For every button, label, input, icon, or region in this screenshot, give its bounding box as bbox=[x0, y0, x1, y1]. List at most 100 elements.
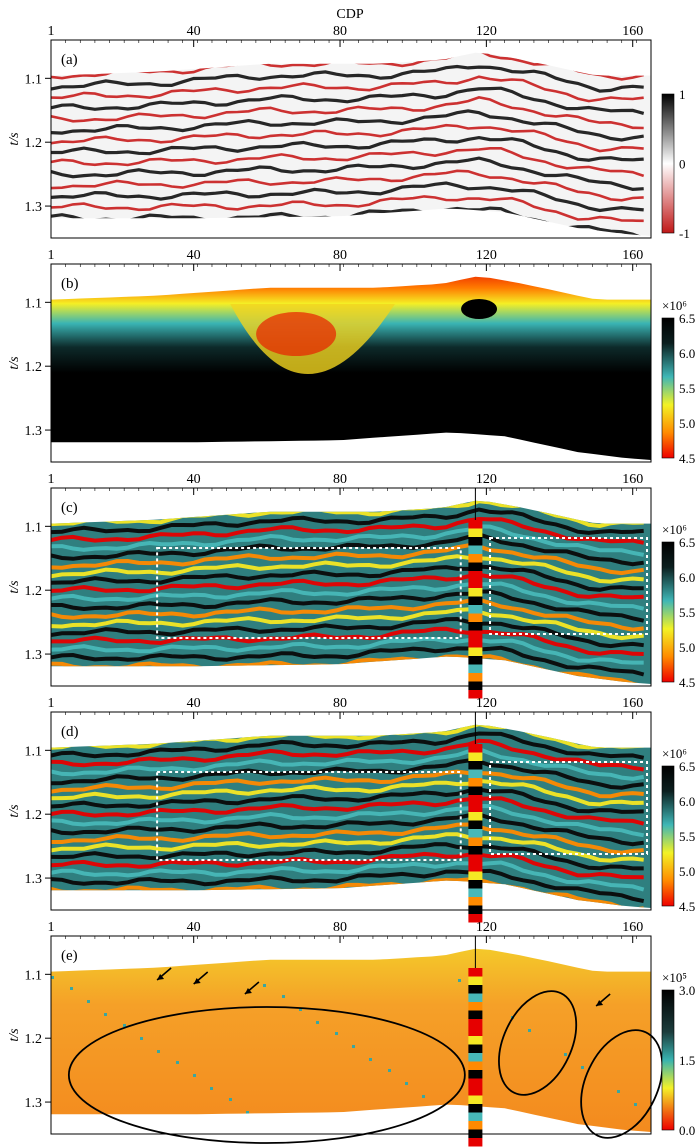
ellipse-region bbox=[580, 1029, 664, 1139]
panel-frame bbox=[50, 487, 652, 687]
x-tick-label: 40 bbox=[187, 248, 201, 263]
seismic-event bbox=[51, 156, 644, 192]
seismic-event bbox=[51, 109, 644, 142]
panel-c: 1 40 80 120 160 1.1 1.2 1.3 t/s (c) 6.5 6.0 5.5 5.0 4.… bbox=[7, 472, 695, 699]
impedance-layer bbox=[51, 796, 645, 826]
colorbar-scale: ×10⁶ bbox=[662, 298, 687, 313]
impedance-layer bbox=[51, 769, 644, 799]
impedance-layer bbox=[51, 747, 645, 781]
well-log-segment bbox=[468, 1044, 483, 1053]
y-axis-label: t/s bbox=[7, 804, 22, 818]
colorbar-tick-label: 4.5 bbox=[679, 451, 695, 466]
well-log-segment bbox=[468, 812, 483, 821]
x-tick-label: 1 bbox=[48, 920, 55, 935]
seismic-event bbox=[51, 147, 645, 178]
colorbar bbox=[661, 765, 675, 907]
arrow-head bbox=[193, 978, 201, 984]
well-log-segment bbox=[468, 562, 483, 571]
well-log-segment bbox=[468, 1070, 483, 1079]
well-log-segment bbox=[468, 613, 483, 622]
y-tick-label: 1.3 bbox=[25, 424, 43, 439]
well-log-segment bbox=[468, 630, 483, 639]
panel-a: 1 40 80 120 160 1.1 1.2 1.3 t/s (a) 1 0 -1 bbox=[7, 24, 690, 241]
y-tick-label: 1.2 bbox=[25, 360, 43, 375]
well-log-segment bbox=[468, 744, 483, 753]
well-log-segment bbox=[468, 778, 483, 787]
x-tick-label: 120 bbox=[476, 248, 497, 263]
well-log-segment bbox=[468, 1061, 483, 1070]
well-log-segment bbox=[468, 537, 483, 546]
x-tick-label: 120 bbox=[476, 696, 497, 711]
seismic-event bbox=[51, 169, 644, 202]
x-tick-label: 80 bbox=[333, 24, 347, 39]
x-tick-label: 40 bbox=[187, 472, 201, 487]
colorbar bbox=[661, 93, 675, 234]
impedance-layer bbox=[51, 572, 644, 600]
well-log-segment bbox=[468, 993, 483, 1002]
well-log-segment bbox=[468, 795, 483, 804]
well-log-segment bbox=[468, 579, 483, 588]
seismic-event bbox=[51, 123, 644, 153]
impedance-layer bbox=[51, 724, 644, 750]
x-tick-label: 160 bbox=[622, 696, 643, 711]
y-axis-label: t/s bbox=[7, 1028, 22, 1042]
well-log-segment bbox=[468, 1019, 483, 1028]
x-tick-label: 80 bbox=[333, 696, 347, 711]
impedance-layer bbox=[51, 731, 645, 760]
well-log-segment bbox=[468, 528, 483, 537]
panel-b: 1 40 80 120 160 1.1 1.2 1.3 t/s (b) 6.5 6.0 5.5 5.0 4.… bbox=[7, 248, 695, 466]
well-log-segment bbox=[468, 647, 483, 656]
seismic-event bbox=[51, 86, 645, 115]
y-tick-label: 1.1 bbox=[25, 520, 43, 535]
seismic-event bbox=[51, 96, 644, 130]
well-log-segment bbox=[468, 837, 483, 846]
x-tick-label: 160 bbox=[622, 920, 643, 935]
well-log-segment bbox=[468, 985, 483, 994]
impedance-layer bbox=[51, 597, 644, 632]
impedance-layer bbox=[51, 812, 644, 847]
y-tick-label: 1.2 bbox=[25, 808, 43, 823]
x-tick-label: 120 bbox=[476, 920, 497, 935]
impedance-layer bbox=[51, 803, 645, 838]
well-log-segment bbox=[468, 1027, 483, 1036]
x-tick-label: 1 bbox=[48, 472, 55, 487]
well-log-segment bbox=[468, 1010, 483, 1019]
impedance-layer bbox=[51, 607, 644, 641]
y-tick-label: 1.2 bbox=[25, 584, 43, 599]
section-image bbox=[51, 724, 651, 908]
colorbar-scale: ×10⁵ bbox=[662, 970, 687, 985]
colorbar-tick-label: 3.0 bbox=[679, 983, 695, 998]
well-log-segment bbox=[468, 1121, 483, 1130]
colorbar-tick-label: 5.0 bbox=[679, 416, 695, 431]
x-tick-label: 80 bbox=[333, 920, 347, 935]
colorbar-tick-label: 5.0 bbox=[679, 640, 695, 655]
arrow-head bbox=[596, 1000, 604, 1006]
colorbar-tick-label: 1 bbox=[679, 87, 686, 102]
x-tick-label: 120 bbox=[476, 472, 497, 487]
impedance-layer bbox=[51, 636, 644, 665]
section-image bbox=[51, 948, 651, 1132]
y-tick-label: 1.3 bbox=[25, 200, 43, 215]
panel-label: (e) bbox=[61, 948, 78, 964]
seismic-event bbox=[51, 75, 644, 103]
colorbar-tick-label: 6.5 bbox=[679, 535, 695, 550]
section-image bbox=[51, 500, 651, 684]
x-tick-label: 80 bbox=[333, 248, 347, 263]
well-log-segment bbox=[468, 605, 483, 614]
well-log-segment bbox=[468, 673, 483, 682]
x-tick-label: 160 bbox=[622, 24, 643, 39]
y-tick-label: 1.1 bbox=[25, 296, 43, 311]
y-tick-label: 1.2 bbox=[25, 1032, 43, 1047]
y-tick-label: 1.3 bbox=[25, 1096, 43, 1111]
section-image bbox=[51, 52, 651, 237]
y-axis-label: t/s bbox=[7, 356, 22, 370]
dashed-region bbox=[156, 547, 462, 639]
well-log-segment bbox=[468, 786, 483, 795]
x-tick-label: 120 bbox=[476, 24, 497, 39]
panel-label: (d) bbox=[61, 724, 79, 740]
y-tick-label: 1.1 bbox=[25, 744, 43, 759]
colorbar-tick-label: 4.5 bbox=[679, 675, 695, 690]
impedance-layer bbox=[51, 516, 645, 545]
colorbar bbox=[661, 541, 675, 683]
well-log-segment bbox=[468, 639, 483, 648]
